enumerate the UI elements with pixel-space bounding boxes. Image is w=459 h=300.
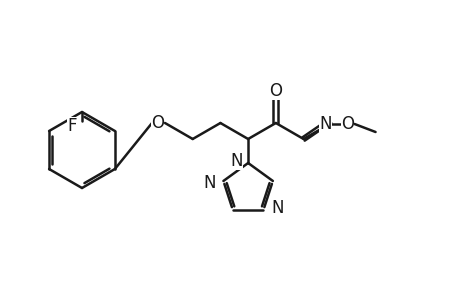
Text: N: N: [319, 115, 331, 133]
Text: O: O: [151, 114, 164, 132]
Text: N: N: [230, 152, 243, 170]
Text: O: O: [340, 115, 353, 133]
Text: N: N: [271, 199, 283, 217]
Text: N: N: [202, 174, 215, 192]
Text: F: F: [67, 117, 77, 135]
Text: O: O: [269, 82, 282, 100]
